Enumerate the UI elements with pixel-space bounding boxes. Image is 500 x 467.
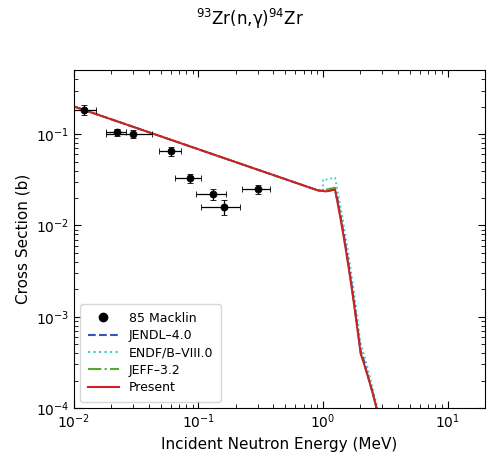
Line: Present: Present — [74, 106, 485, 467]
JENDL–4.0 — [142, 128, 148, 134]
Text: $^{93}$Zr(n,γ)$^{94}$Zr: $^{93}$Zr(n,γ)$^{94}$Zr — [196, 7, 304, 31]
Present — [118, 120, 124, 126]
Present — [71, 104, 77, 109]
JENDL–4.0 — [118, 120, 124, 126]
JENDL–4.0 — [71, 104, 77, 109]
Line: JEFF–3.2: JEFF–3.2 — [74, 106, 485, 467]
ENDF/B–VIII.0 — [71, 104, 77, 109]
JEFF–3.2 — [142, 128, 148, 134]
Line: JENDL–4.0: JENDL–4.0 — [74, 106, 485, 467]
Present — [246, 164, 252, 170]
JEFF–3.2 — [118, 120, 124, 126]
Present — [228, 158, 234, 163]
ENDF/B–VIII.0 — [246, 164, 252, 170]
Legend: 85 Macklin, JENDL–4.0, ENDF/B–VIII.0, JEFF–3.2, Present: 85 Macklin, JENDL–4.0, ENDF/B–VIII.0, JE… — [80, 304, 221, 402]
JEFF–3.2 — [246, 164, 252, 170]
Y-axis label: Cross Section (b): Cross Section (b) — [15, 174, 30, 304]
Line: ENDF/B–VIII.0: ENDF/B–VIII.0 — [74, 106, 485, 467]
JENDL–4.0 — [228, 158, 234, 163]
X-axis label: Incident Neutron Energy (MeV): Incident Neutron Energy (MeV) — [162, 437, 398, 452]
ENDF/B–VIII.0 — [118, 120, 124, 126]
Present — [142, 128, 148, 134]
JENDL–4.0 — [246, 164, 252, 170]
ENDF/B–VIII.0 — [142, 128, 148, 134]
JEFF–3.2 — [228, 158, 234, 163]
JEFF–3.2 — [71, 104, 77, 109]
ENDF/B–VIII.0 — [228, 158, 234, 163]
